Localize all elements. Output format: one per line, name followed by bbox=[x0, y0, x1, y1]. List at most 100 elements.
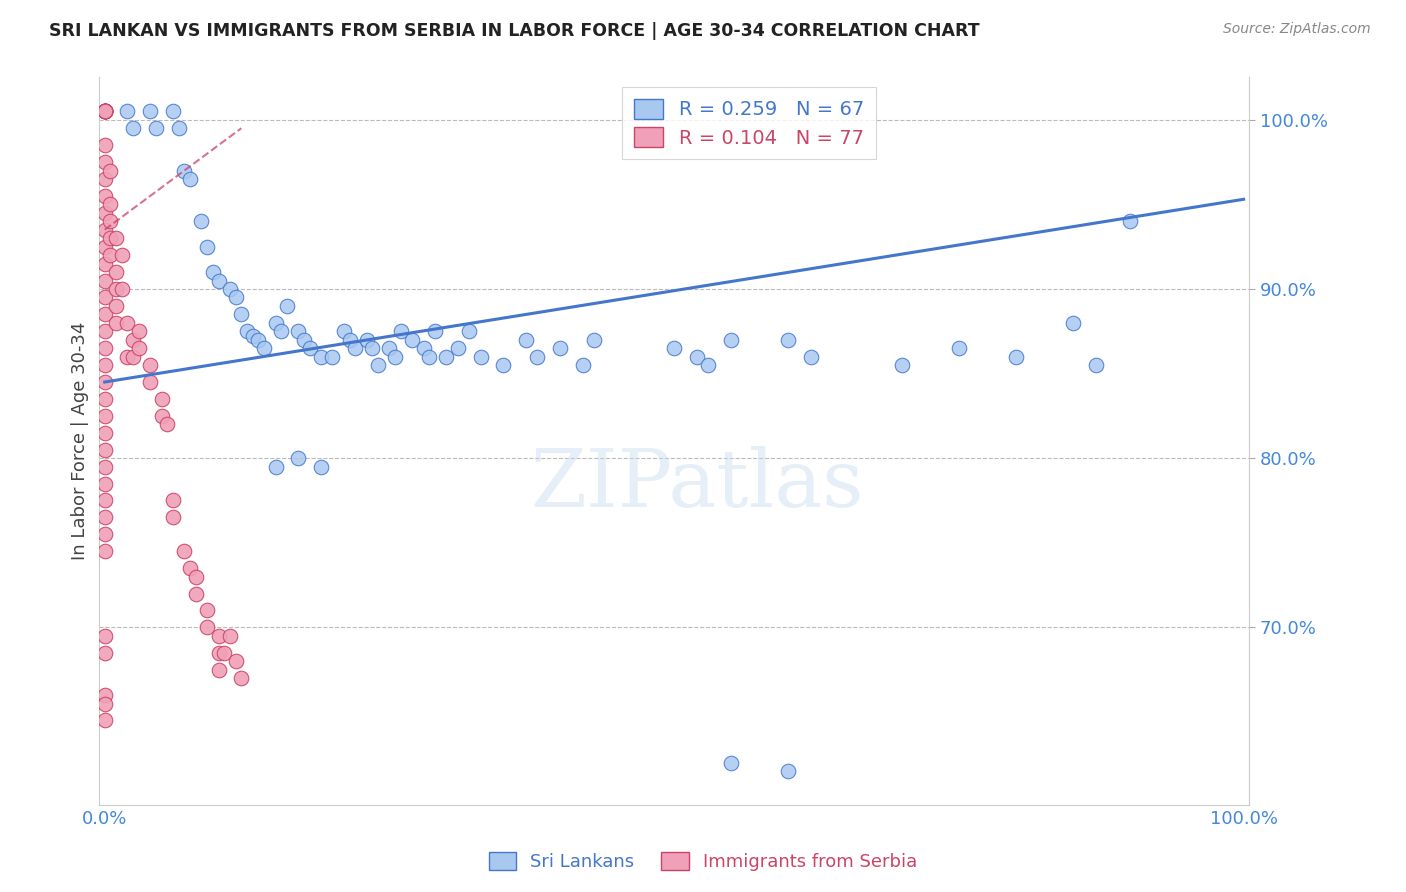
Point bbox=[418, 350, 440, 364]
Point bbox=[93, 172, 115, 186]
Y-axis label: In Labor Force | Age 30-34: In Labor Force | Age 30-34 bbox=[72, 322, 89, 560]
Point bbox=[128, 341, 150, 355]
Point bbox=[662, 341, 685, 355]
Point bbox=[207, 629, 229, 643]
Point bbox=[776, 764, 799, 779]
Point bbox=[93, 104, 115, 119]
Point bbox=[162, 104, 184, 119]
Point bbox=[93, 256, 115, 270]
Point bbox=[219, 629, 242, 643]
Point bbox=[93, 324, 115, 338]
Point bbox=[264, 459, 287, 474]
Point bbox=[572, 358, 595, 372]
Point bbox=[378, 341, 401, 355]
Point bbox=[105, 316, 128, 330]
Point bbox=[1084, 358, 1107, 372]
Point bbox=[219, 282, 242, 296]
Point bbox=[93, 104, 115, 119]
Point bbox=[111, 282, 134, 296]
Point bbox=[93, 425, 115, 440]
Point bbox=[93, 104, 115, 119]
Point bbox=[1062, 316, 1084, 330]
Point bbox=[150, 392, 173, 406]
Point bbox=[309, 459, 332, 474]
Text: ZIPatlas: ZIPatlas bbox=[530, 446, 863, 524]
Point bbox=[214, 646, 236, 660]
Point bbox=[93, 307, 115, 321]
Point bbox=[122, 121, 145, 136]
Point bbox=[201, 265, 224, 279]
Point bbox=[361, 341, 384, 355]
Point bbox=[548, 341, 571, 355]
Point bbox=[948, 341, 970, 355]
Point bbox=[339, 333, 361, 347]
Point bbox=[93, 629, 115, 643]
Point bbox=[384, 350, 406, 364]
Point bbox=[225, 290, 247, 304]
Point bbox=[93, 459, 115, 474]
Point bbox=[93, 375, 115, 389]
Point bbox=[105, 282, 128, 296]
Point bbox=[100, 248, 122, 262]
Point bbox=[298, 341, 321, 355]
Point bbox=[401, 333, 423, 347]
Point bbox=[184, 586, 207, 600]
Point bbox=[93, 688, 115, 702]
Point bbox=[145, 121, 167, 136]
Point bbox=[173, 544, 195, 558]
Point bbox=[93, 409, 115, 423]
Point bbox=[93, 155, 115, 169]
Point bbox=[93, 223, 115, 237]
Point bbox=[93, 476, 115, 491]
Point bbox=[105, 231, 128, 245]
Point bbox=[890, 358, 912, 372]
Point bbox=[270, 324, 292, 338]
Point bbox=[276, 299, 298, 313]
Point bbox=[447, 341, 470, 355]
Point bbox=[93, 544, 115, 558]
Point bbox=[236, 324, 259, 338]
Point bbox=[93, 104, 115, 119]
Point bbox=[253, 341, 276, 355]
Point bbox=[93, 104, 115, 119]
Point bbox=[225, 654, 247, 668]
Point bbox=[162, 493, 184, 508]
Point bbox=[434, 350, 457, 364]
Point bbox=[93, 358, 115, 372]
Point bbox=[162, 510, 184, 524]
Point bbox=[242, 329, 264, 343]
Point bbox=[93, 104, 115, 119]
Point bbox=[195, 603, 218, 617]
Point bbox=[423, 324, 446, 338]
Point bbox=[93, 104, 115, 119]
Point bbox=[583, 333, 606, 347]
Point bbox=[156, 417, 179, 432]
Point bbox=[150, 409, 173, 423]
Point bbox=[686, 350, 709, 364]
Point bbox=[195, 620, 218, 634]
Point bbox=[720, 756, 742, 770]
Point bbox=[356, 333, 378, 347]
Point bbox=[93, 392, 115, 406]
Point bbox=[333, 324, 356, 338]
Point bbox=[122, 333, 145, 347]
Point bbox=[117, 350, 139, 364]
Point bbox=[179, 172, 201, 186]
Point bbox=[207, 646, 229, 660]
Point bbox=[470, 350, 492, 364]
Point bbox=[173, 163, 195, 178]
Point bbox=[367, 358, 389, 372]
Text: SRI LANKAN VS IMMIGRANTS FROM SERBIA IN LABOR FORCE | AGE 30-34 CORRELATION CHAR: SRI LANKAN VS IMMIGRANTS FROM SERBIA IN … bbox=[49, 22, 980, 40]
Point bbox=[93, 189, 115, 203]
Point bbox=[117, 104, 139, 119]
Point bbox=[93, 510, 115, 524]
Point bbox=[179, 561, 201, 575]
Point bbox=[492, 358, 515, 372]
Point bbox=[128, 324, 150, 338]
Point bbox=[93, 341, 115, 355]
Point bbox=[190, 214, 212, 228]
Point bbox=[195, 240, 218, 254]
Point bbox=[321, 350, 343, 364]
Point bbox=[93, 646, 115, 660]
Point bbox=[93, 442, 115, 457]
